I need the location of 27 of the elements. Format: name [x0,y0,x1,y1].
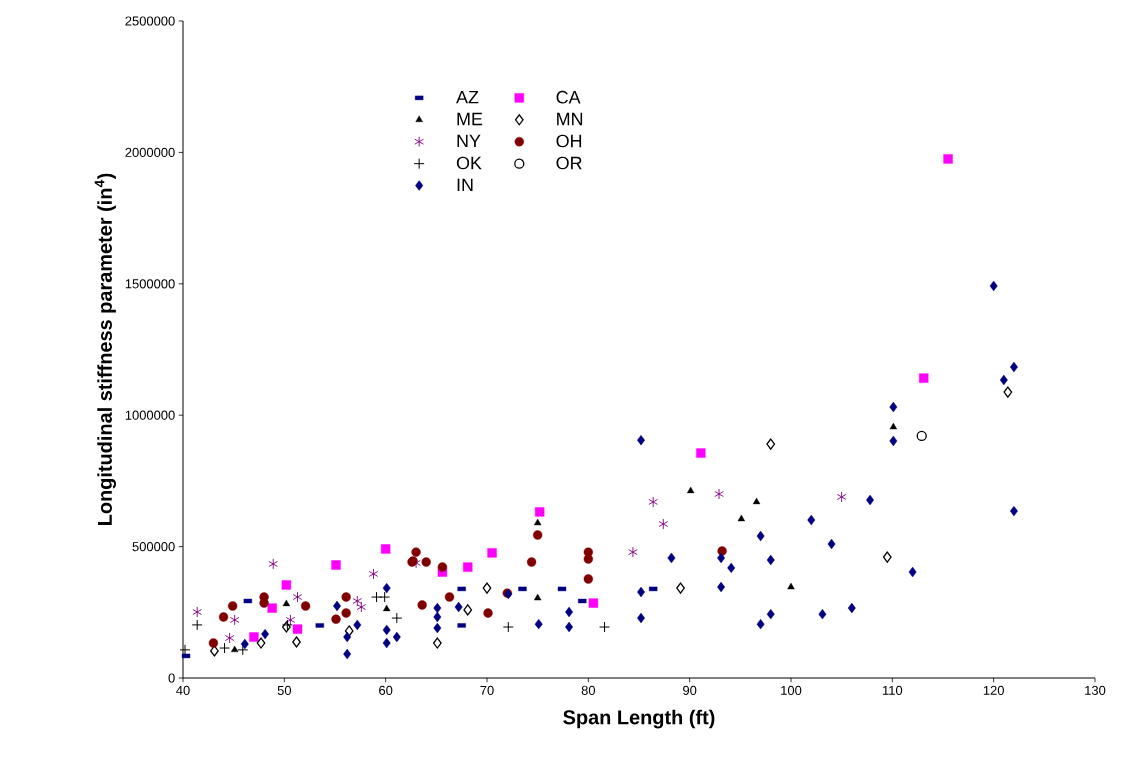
y-tick-label: 1000000 [125,410,175,420]
y-tick-label: 1500000 [125,279,175,289]
x-tick-label: 120 [983,685,1004,695]
y-tick-label: 0 [168,673,175,683]
x-tick-label: 40 [176,685,190,695]
x-tick-label: 60 [379,685,393,695]
x-tick-label: 130 [1085,685,1106,695]
legend-label: MN [557,112,583,126]
x-tick-label: 110 [882,685,903,695]
legend-label: OH [556,134,582,148]
y-tick-label: 2500000 [125,16,175,26]
x-tick-label: 90 [683,685,697,695]
x-tick-label: 100 [781,685,802,695]
legend-label: OK [456,156,482,170]
legend-label: AZ [456,90,479,104]
x-tick-label: 80 [581,685,596,695]
legend-label: IN [457,178,473,191]
x-tick-label: 70 [480,685,494,695]
legend-label: CA [556,90,581,104]
y-tick-label: 2000000 [125,147,175,157]
x-axis-title: Span Length (ft) [563,709,715,729]
x-tick-label: 50 [277,685,292,695]
legend-label: NY [457,134,481,148]
y-tick-label: 500000 [132,542,175,552]
legend-label: ME [457,112,483,126]
legend-label: OR [556,156,582,170]
y-axis-title: Longitudinal stiffness parameter (in$^{4}$) [94,173,116,525]
